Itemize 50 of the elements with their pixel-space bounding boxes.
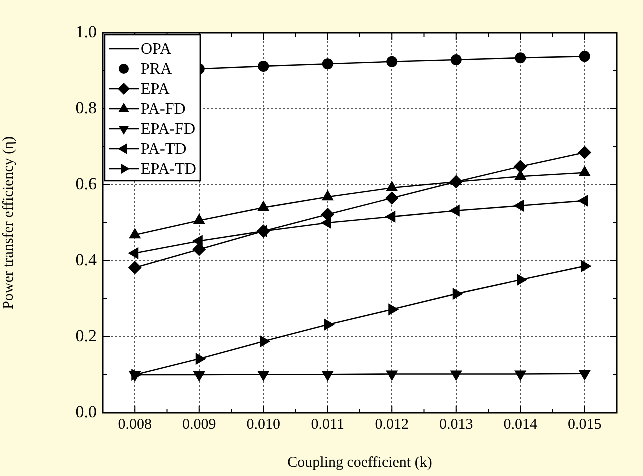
point <box>579 166 591 176</box>
point <box>258 371 270 382</box>
point <box>450 370 462 381</box>
point <box>322 371 334 382</box>
point <box>450 175 463 188</box>
point <box>514 370 526 381</box>
point <box>128 248 139 260</box>
y-tick-label: 0.2 <box>76 326 97 346</box>
x-tick-label: 0.012 <box>375 416 409 433</box>
y-tick-label: 1.0 <box>76 22 97 42</box>
point <box>194 372 206 382</box>
x-tick-label: 0.011 <box>311 416 344 433</box>
point <box>128 261 142 274</box>
point <box>196 353 206 365</box>
x-tick-label: 0.009 <box>182 416 216 433</box>
y-tick-label: 0.0 <box>76 402 97 422</box>
y-tick-label: 0.8 <box>76 98 97 118</box>
y-tick-label: 0.4 <box>76 250 98 270</box>
point <box>321 208 334 222</box>
point <box>129 372 141 382</box>
x-tick-label: 0.015 <box>568 416 602 433</box>
point <box>579 370 591 380</box>
point <box>514 160 528 174</box>
point <box>386 192 399 205</box>
point <box>386 182 398 192</box>
point <box>257 224 270 238</box>
point <box>324 319 334 331</box>
legend-label: OPA <box>141 41 172 58</box>
x-axis-title: Coupling coefficient (k) <box>288 454 432 471</box>
y-axis-title: Power transfer efficiency (η) <box>0 136 17 310</box>
legend-label: EPA <box>141 81 170 98</box>
legend-label: EPA-TD <box>141 161 196 178</box>
x-tick-label: 0.014 <box>504 416 538 433</box>
point <box>514 200 524 212</box>
legend-label: EPA-FD <box>141 121 196 138</box>
point <box>581 260 592 272</box>
point <box>386 211 396 223</box>
point <box>322 190 334 201</box>
legend-label: PA-FD <box>141 101 186 118</box>
x-tick-label: 0.013 <box>440 416 474 433</box>
point <box>579 51 590 62</box>
point <box>386 370 398 381</box>
x-tick-label: 0.008 <box>118 416 152 433</box>
point <box>192 243 206 256</box>
point <box>578 146 592 160</box>
y-tick-label: 0.6 <box>76 174 97 194</box>
x-tick-label: 0.010 <box>246 416 280 433</box>
legend-label: PA-TD <box>141 141 187 158</box>
point <box>452 288 463 300</box>
legend-label: PRA <box>141 61 173 78</box>
